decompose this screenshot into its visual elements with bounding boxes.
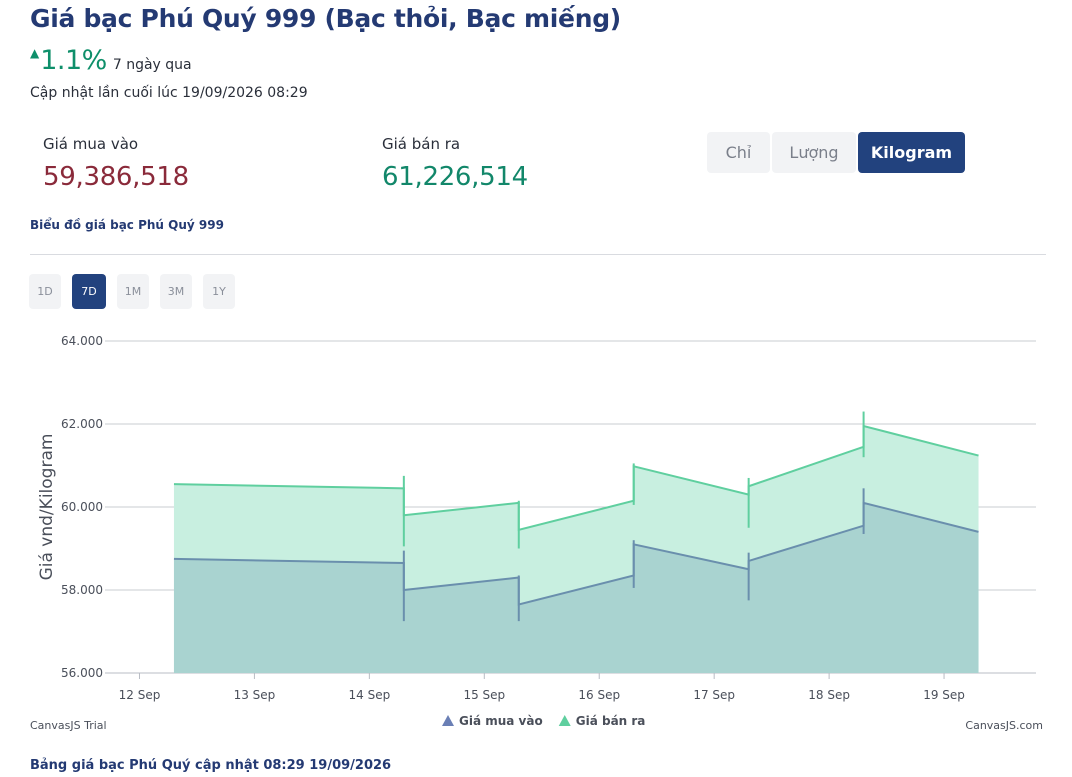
page-title: Giá bạc Phú Quý 999 (Bạc thỏi, Bạc miếng… — [30, 4, 621, 33]
unit-tab-luong[interactable]: Lượng — [772, 132, 856, 173]
range-tab-1m[interactable]: 1M — [117, 274, 149, 309]
watermark-right: CanvasJS.com — [965, 719, 1043, 732]
legend-item: Giá mua vào — [459, 714, 543, 728]
x-tick-label: 14 Sep — [349, 688, 391, 702]
change-percent: 1.1% — [40, 45, 107, 76]
unit-tab-kilogram[interactable]: Kilogram — [858, 132, 965, 173]
y-tick-label: 64.000 — [61, 334, 103, 348]
x-tick-label: 13 Sep — [234, 688, 276, 702]
x-tick-label: 19 Sep — [923, 688, 965, 702]
y-tick-label: 56.000 — [61, 666, 103, 680]
legend-marker — [558, 715, 571, 726]
price-chart: 56.000 58.000 60.000 62.000 64.000 Giá vnd/Ki… — [30, 334, 1043, 732]
up-arrow-icon: ▲ — [30, 46, 40, 60]
x-tick-label: 16 Sep — [578, 688, 620, 702]
y-tick-label: 62.000 — [61, 417, 103, 431]
watermark-left: CanvasJS Trial — [30, 719, 107, 732]
price-change: ▲ 1.1% 7 ngày qua — [30, 45, 192, 76]
unit-selector: Chỉ Lượng Kilogram — [707, 132, 967, 173]
y-tick-label: 60.000 — [61, 500, 103, 514]
legend-item: Giá bán ra — [576, 714, 646, 728]
table-heading: Bảng giá bạc Phú Quý cập nhật 08:29 19/0… — [30, 758, 392, 773]
buy-price-value: 59,386,518 — [43, 162, 189, 192]
x-tick-label: 12 Sep — [119, 688, 161, 702]
last-updated: Cập nhật lần cuối lúc 19/09/2026 08:29 — [30, 85, 308, 101]
chart-heading: Biểu đồ giá bạc Phú Quý 999 — [30, 218, 224, 232]
range-tab-3m[interactable]: 3M — [160, 274, 192, 309]
legend-marker — [442, 715, 454, 726]
sell-price-value: 61,226,514 — [382, 162, 528, 192]
y-axis-title: Giá vnd/Kilogram — [37, 434, 57, 581]
x-tick-label: 18 Sep — [808, 688, 850, 702]
unit-tab-chi[interactable]: Chỉ — [707, 132, 770, 173]
range-selector: 1D 7D 1M 3M 1Y — [29, 274, 246, 309]
divider — [30, 254, 1046, 255]
range-tab-7d[interactable]: 7D — [72, 274, 106, 309]
buy-price-label: Giá mua vào — [43, 135, 139, 153]
change-period: 7 ngày qua — [112, 57, 192, 73]
range-tab-1y[interactable]: 1Y — [203, 274, 235, 309]
sell-price-label: Giá bán ra — [382, 135, 461, 153]
x-tick-label: 17 Sep — [693, 688, 735, 702]
x-tick-label: 15 Sep — [463, 688, 505, 702]
y-tick-label: 58.000 — [61, 583, 103, 597]
range-tab-1d[interactable]: 1D — [29, 274, 61, 309]
series-area — [173, 502, 979, 673]
